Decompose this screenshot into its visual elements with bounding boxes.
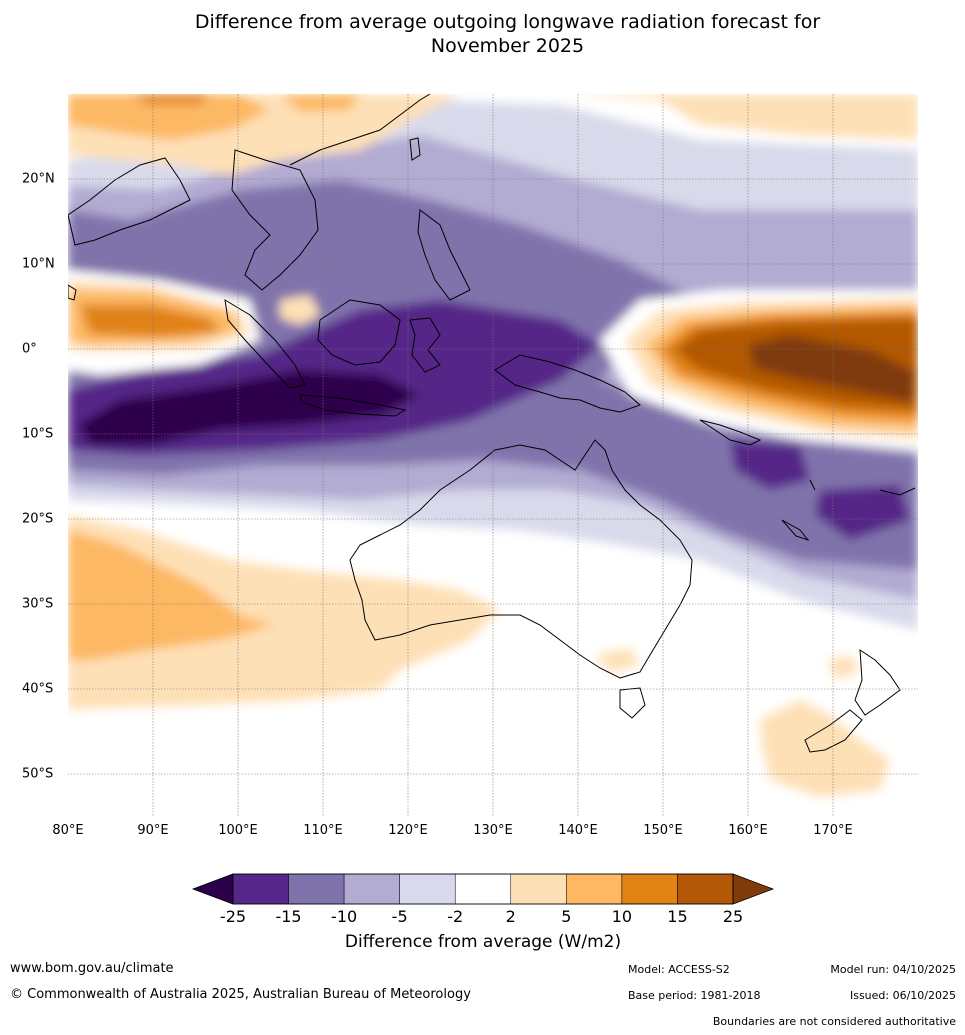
colorbar-tick-label: -25 xyxy=(219,907,247,926)
colorbar-tick-label: -5 xyxy=(391,907,408,926)
contour-pos5-north xyxy=(280,94,360,112)
colorbar-tick-label: 5 xyxy=(561,907,572,926)
title-line-2: November 2025 xyxy=(430,35,585,57)
issued-text: Issued: 06/10/2025 xyxy=(849,989,956,1002)
lon-tick-label: 120°E xyxy=(388,823,428,838)
contour-neg25 xyxy=(78,370,420,445)
colorbar-tick-label: -15 xyxy=(275,907,302,926)
colorbar-tick-label: 25 xyxy=(722,907,744,926)
lon-tick-label: 130°E xyxy=(473,823,513,838)
lat-tick-label: 40°S xyxy=(22,681,54,697)
copyright-text: © Commonwealth of Australia 2025, Austra… xyxy=(10,987,471,1002)
map-field xyxy=(68,94,918,816)
nz-south-island xyxy=(804,709,863,753)
contour-pos2-tasman xyxy=(595,648,640,672)
contour-neg15-pacific xyxy=(815,485,910,540)
colorbar-tick-label: -2 xyxy=(447,907,464,926)
contour-pos2-south xyxy=(68,515,500,710)
new-guinea-coast xyxy=(494,354,641,413)
lon-tick-label: 140°E xyxy=(558,823,598,838)
tasmania-coast xyxy=(619,687,646,719)
coastlines xyxy=(68,94,916,753)
contour-pos25-pacific xyxy=(748,335,915,402)
colorbar-extend-low xyxy=(191,873,234,905)
lon-tick-label: 100°E xyxy=(218,823,258,838)
colorbar-extend-high xyxy=(732,873,775,905)
australia-coast xyxy=(349,439,693,679)
sri-lanka-coast xyxy=(68,284,77,301)
contour-neg15-east xyxy=(730,440,810,490)
lon-tick-label: 160°E xyxy=(728,823,768,838)
model-text: Model: ACCESS-S2 xyxy=(628,963,730,976)
lon-tick-label: 110°E xyxy=(303,823,343,838)
gridlines xyxy=(68,94,918,816)
chart-title: Difference from average outgoing longwav… xyxy=(0,10,965,58)
india-coast xyxy=(68,157,191,246)
colorbar-swatch xyxy=(454,873,512,905)
lat-tick-label: 0° xyxy=(22,341,37,357)
borneo-coast xyxy=(317,299,401,366)
lon-tick-label: 80°E xyxy=(52,823,84,838)
colorbar-swatch xyxy=(677,873,734,905)
lon-tick-label: 170°E xyxy=(813,823,853,838)
taiwan-coast xyxy=(409,137,421,161)
china-coast xyxy=(289,94,431,166)
colorbar-swatch xyxy=(343,873,400,905)
contour-pos5-asia xyxy=(68,94,270,140)
contour-pos2-nz xyxy=(760,700,890,797)
contour-pos2-asia xyxy=(68,94,918,175)
nz-north-island xyxy=(854,649,901,716)
lat-tick-label: 10°N xyxy=(22,256,55,272)
colorbar xyxy=(191,873,775,905)
base-period-text: Base period: 1981-2018 xyxy=(628,989,761,1002)
colorbar-tick-label: 2 xyxy=(505,907,516,926)
lon-tick-label: 90°E xyxy=(137,823,169,838)
vanuatu-fiji-coast xyxy=(809,479,916,496)
contour-pos2-nz-north xyxy=(828,655,858,680)
website-link[interactable]: www.bom.gov.au/climate xyxy=(10,961,174,976)
contour-pos10-asia xyxy=(130,94,210,104)
colorbar-swatch xyxy=(566,873,623,905)
lat-tick-label: 50°S xyxy=(22,766,54,782)
sulawesi-coast xyxy=(409,317,441,373)
java-coast xyxy=(299,394,407,417)
colorbar-tick-label: -10 xyxy=(331,907,358,926)
new-caledonia-coast xyxy=(781,519,810,542)
lon-tick-label: 150°E xyxy=(643,823,683,838)
disclaimer-text: Boundaries are not considered authoritat… xyxy=(712,1015,956,1028)
lat-tick-label: 20°N xyxy=(22,171,55,187)
philippines-coast xyxy=(417,209,471,301)
colorbar-label: Difference from average (W/m2) xyxy=(344,932,622,952)
colorbar-tick-label: 10 xyxy=(611,907,633,926)
contour-pos10-west xyxy=(80,305,220,337)
title-line-1: Difference from average outgoing longwav… xyxy=(194,11,821,33)
sumatra-coast xyxy=(224,299,306,389)
model-run-text: Model run: 04/10/2025 xyxy=(830,963,956,976)
contour-pos2-borneo-w xyxy=(280,295,320,325)
contour-pos5-south xyxy=(68,530,275,660)
colorbar-swatch xyxy=(621,873,678,905)
lat-tick-label: 30°S xyxy=(22,596,54,612)
colorbar-swatch xyxy=(288,873,345,905)
colorbar-swatch xyxy=(399,873,456,905)
colorbar-tick-label: 15 xyxy=(667,907,688,926)
solomon-coast xyxy=(699,419,762,446)
lat-tick-label: 20°S xyxy=(22,511,54,527)
lat-tick-label: 10°S xyxy=(22,426,54,442)
colorbar-swatch xyxy=(232,873,289,905)
colorbar-swatch xyxy=(510,873,567,905)
indochina-coast xyxy=(231,149,319,291)
